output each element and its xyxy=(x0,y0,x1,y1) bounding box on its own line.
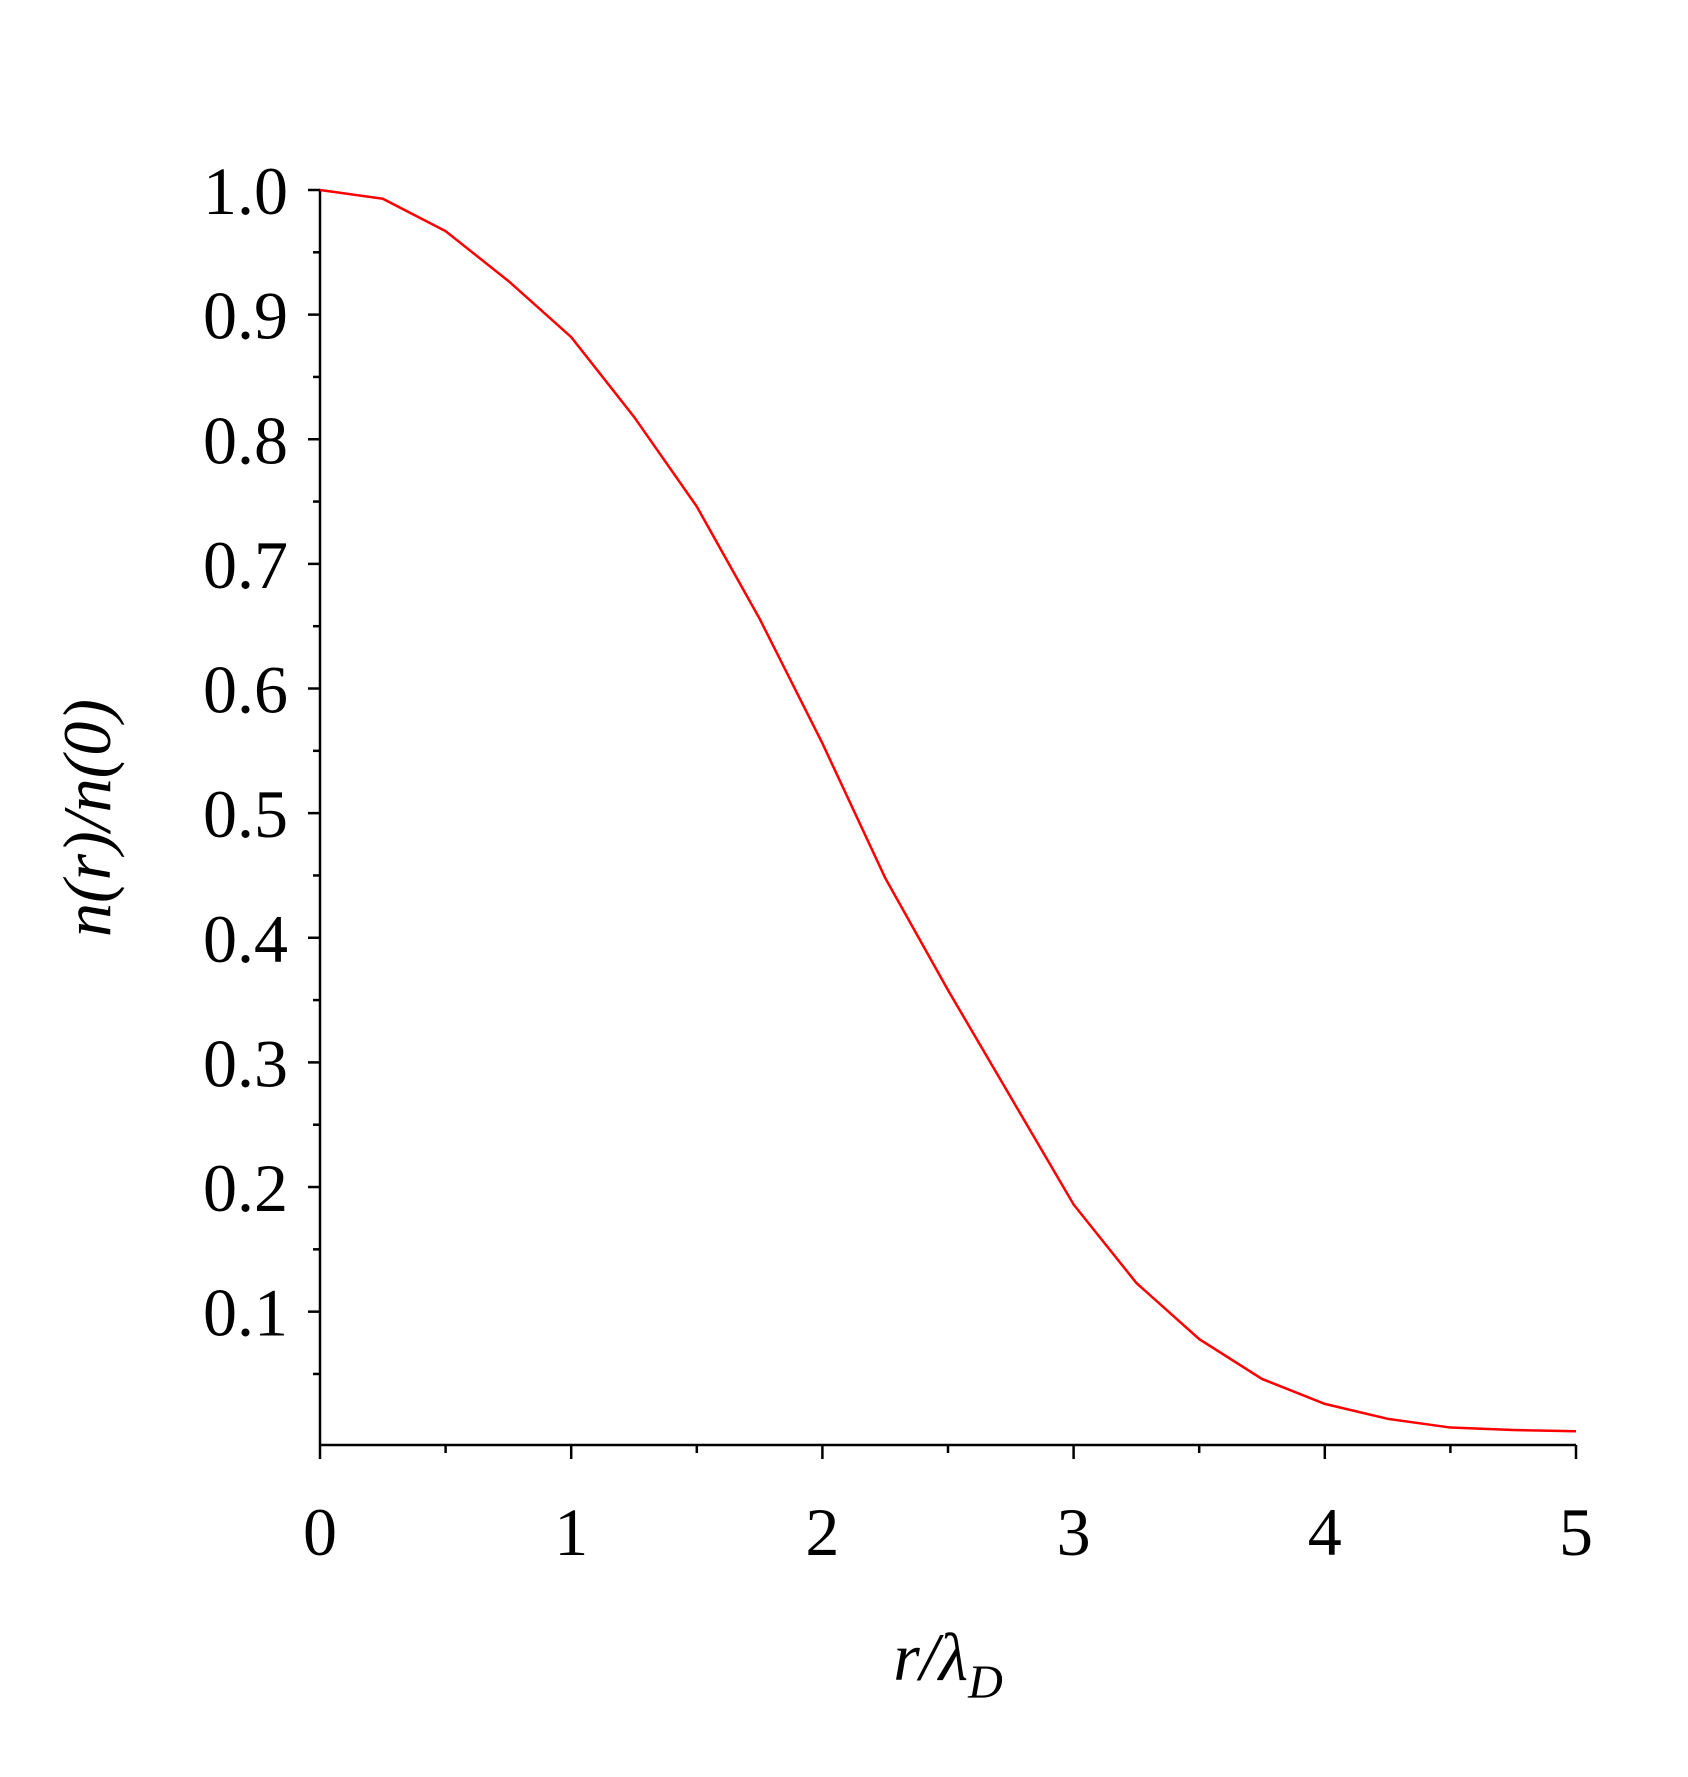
x-axis-label-main: r/λ xyxy=(893,1619,968,1695)
y-tick-label: 0.2 xyxy=(203,1150,288,1226)
y-tick-label: 0.7 xyxy=(203,527,288,603)
x-axis-label: r/λD xyxy=(893,1619,1002,1709)
y-tick-label: 0.1 xyxy=(203,1275,288,1351)
x-tick-label: 3 xyxy=(1057,1494,1091,1570)
y-axis-label: n(r)/n(0) xyxy=(49,699,125,937)
x-tick-label: 5 xyxy=(1559,1494,1593,1570)
y-tick-label: 0.4 xyxy=(203,901,288,977)
x-axis-label-subscript: D xyxy=(967,1656,1003,1709)
y-tick-label: 1.0 xyxy=(203,153,288,229)
y-tick-label: 0.6 xyxy=(203,652,288,728)
y-tick-label: 0.8 xyxy=(203,402,288,478)
line xyxy=(319,188,1577,1433)
x-tick-label: 2 xyxy=(805,1494,839,1570)
x-tick-label: 4 xyxy=(1308,1494,1342,1570)
y-tick-label: 0.5 xyxy=(203,776,288,852)
y-tick-label: 0.9 xyxy=(203,278,288,354)
x-tick-label: 0 xyxy=(303,1494,337,1570)
y-tick-label: 0.3 xyxy=(203,1025,288,1101)
x-tick-label: 1 xyxy=(554,1494,588,1570)
